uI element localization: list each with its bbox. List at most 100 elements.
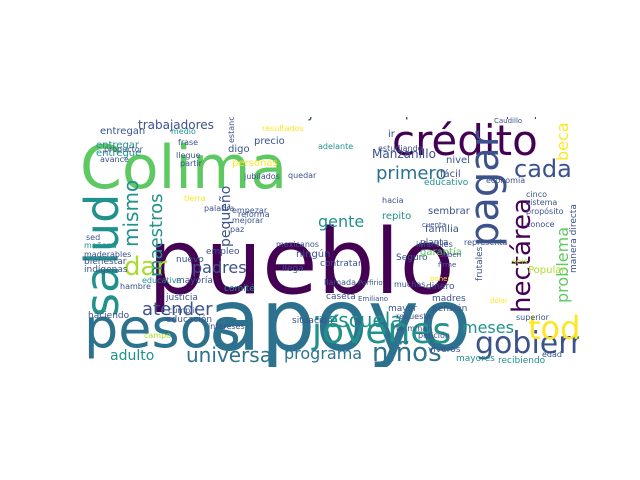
word-84: fácil: [440, 168, 461, 180]
word-39: entregue: [96, 148, 141, 159]
word-89: representa: [464, 238, 507, 247]
word-48: precio: [254, 136, 285, 147]
word-117: Caudillo: [494, 117, 522, 125]
word-36: millón: [208, 117, 239, 120]
word-33: presupuesto: [506, 117, 568, 120]
word-80: requesta: [396, 312, 431, 321]
word-19: atender: [142, 299, 213, 320]
word-67: llega: [282, 264, 304, 274]
word-119: Porfirio: [358, 279, 383, 287]
word-64: comité: [224, 283, 255, 294]
word-6: salud: [80, 194, 129, 317]
word-32: discapacidad: [374, 117, 453, 120]
word-98: propósito: [526, 206, 564, 216]
word-43: frase: [178, 138, 198, 147]
word-37: entregan: [100, 126, 145, 137]
word-115: adelante: [318, 142, 353, 151]
word-73: mayores: [456, 354, 495, 364]
word-86: repito: [382, 211, 411, 222]
word-118: Emiliano: [358, 295, 388, 303]
word-18: maestros: [146, 194, 167, 277]
word-95: economía: [486, 176, 525, 185]
word-1: pueblo: [148, 210, 455, 315]
word-58: empleo: [206, 247, 240, 257]
word-7: jóvenes: [311, 311, 451, 352]
word-40: avance: [100, 155, 129, 164]
word-96: cinco: [526, 190, 547, 199]
word-125: firme: [438, 261, 456, 269]
word-25: trabajo: [266, 117, 323, 121]
word-10: toda: [528, 309, 579, 347]
word-47: digo: [228, 144, 250, 155]
word-16: escuela: [326, 308, 403, 332]
word-70: situación: [292, 315, 333, 326]
word-8: pagar: [462, 130, 508, 247]
word-97: sistema: [526, 198, 557, 207]
word-127: dólar: [490, 297, 508, 305]
word-29: beca: [553, 122, 572, 161]
word-24: meses: [462, 318, 514, 337]
word-111: hambre: [120, 282, 151, 291]
word-88: planta: [420, 238, 448, 248]
word-126: poner: [430, 275, 450, 283]
word-27: gente: [318, 212, 364, 231]
word-38: entregar: [96, 140, 140, 151]
word-14: mismo: [119, 180, 143, 247]
word-107: indígenas: [84, 265, 128, 275]
word-94: ir: [388, 129, 396, 140]
word-90: garantía: [420, 246, 462, 258]
word-49: quedar: [288, 171, 317, 180]
word-120: infantiles: [416, 240, 453, 249]
word-76: madres: [432, 294, 466, 304]
word-78: dinero: [426, 282, 455, 292]
word-108: maderables: [84, 250, 131, 259]
word-74: recibiendo: [498, 356, 546, 366]
word-51: empezar: [232, 206, 268, 215]
word-105: edad: [542, 350, 562, 359]
word-104: seis: [512, 257, 527, 266]
word-91: nivel: [446, 155, 470, 166]
word-121: estancias: [227, 117, 236, 143]
word-101: Popular: [528, 265, 566, 276]
word-116: tierra: [184, 194, 206, 203]
word-85: hacia: [382, 196, 404, 205]
word-50: jubilados: [243, 172, 280, 181]
word-31: Manzanillo: [372, 147, 436, 161]
word-102: frutales: [475, 246, 485, 281]
word-110: sed: [86, 233, 100, 242]
word-113: cumplir: [168, 306, 199, 315]
word-124: saben: [440, 251, 461, 259]
word-75: superior: [516, 313, 550, 322]
word-42: medio: [171, 127, 196, 136]
word-21: universal: [186, 343, 278, 367]
word-60: mayoría: [176, 276, 213, 286]
word-44: llegue: [176, 151, 201, 160]
word-35: necesidades: [140, 117, 190, 119]
word-65: campo: [144, 331, 171, 340]
word-4: pesos: [84, 297, 241, 360]
word-41: productor: [104, 145, 144, 154]
word-12: hectárea: [507, 198, 537, 313]
word-99: manera directa: [569, 204, 579, 273]
word-59: nuevo: [176, 255, 204, 265]
word-17: primero: [376, 163, 446, 184]
word-82: Seguro: [396, 253, 428, 263]
word-68: llamada: [324, 278, 356, 287]
word-2: apoyo: [208, 271, 471, 367]
word-52: palabra: [204, 204, 234, 213]
word-123: cuenta: [422, 221, 446, 229]
word-93: estudiando: [378, 144, 423, 153]
word-54: mejorar: [232, 216, 264, 225]
word-81: petición: [418, 330, 450, 340]
word-79: mayor: [388, 304, 417, 314]
word-66: mexicanos: [276, 240, 319, 249]
word-cloud: pueblo apoyo Colima pesos crédito salud jóvene…: [80, 117, 579, 367]
word-9: gobierno: [475, 326, 579, 361]
word-63: educación: [166, 314, 212, 325]
word-61: educativa: [142, 276, 181, 285]
word-28: pequeño: [218, 186, 234, 247]
word-62: justicia: [165, 293, 198, 303]
word-55: paz: [230, 225, 244, 234]
word-57: contratar: [320, 259, 362, 269]
